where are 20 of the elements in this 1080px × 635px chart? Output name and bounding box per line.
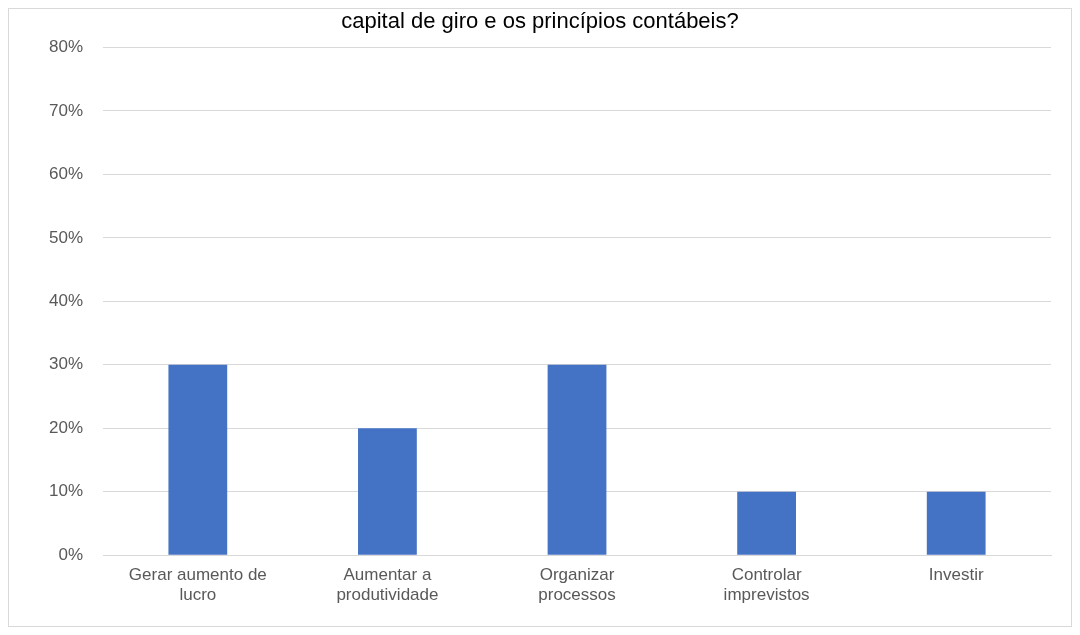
y-tick-label: 40% bbox=[48, 290, 84, 310]
y-tick-label: 80% bbox=[48, 37, 84, 57]
bar bbox=[926, 491, 986, 555]
y-tick-label: 10% bbox=[48, 481, 84, 501]
y-tick-label: 0% bbox=[58, 544, 84, 564]
x-tick-label: Organizar processos bbox=[538, 565, 616, 605]
y-tick-label: 60% bbox=[48, 164, 84, 184]
bar bbox=[168, 364, 228, 555]
bar bbox=[737, 491, 796, 555]
x-tick-label: Aumentar a produtividade bbox=[336, 565, 439, 605]
x-tick-label: Investir bbox=[928, 565, 984, 585]
chart-title: capital de giro e os princípios contábeis? bbox=[341, 8, 739, 34]
y-tick-label: 20% bbox=[48, 417, 84, 437]
bar bbox=[547, 364, 607, 555]
x-tick-label: Gerar aumento de lucro bbox=[128, 565, 267, 605]
x-tick-label: Controlar imprevistos bbox=[723, 565, 810, 605]
y-tick-label: 70% bbox=[48, 100, 84, 120]
y-tick-label: 50% bbox=[48, 227, 84, 247]
bar bbox=[358, 428, 417, 555]
y-tick-label: 30% bbox=[48, 354, 84, 374]
